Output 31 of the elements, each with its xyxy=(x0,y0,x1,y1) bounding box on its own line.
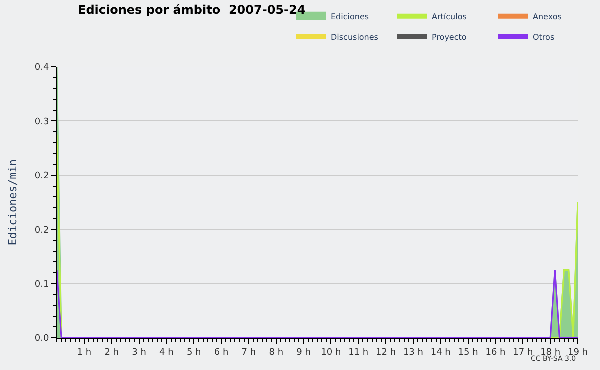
x-tick-label: 13 h xyxy=(403,348,424,358)
x-tick-label: 1 h xyxy=(77,348,92,358)
x-tick-label: 7 h xyxy=(242,348,256,358)
x-tick-label: 4 h xyxy=(160,348,174,358)
legend-label: Ediciones xyxy=(331,12,370,22)
y-tick-label: 0.2 xyxy=(34,172,50,182)
x-tick-label: 15 h xyxy=(458,348,478,358)
y-axis-title: Ediciones/min xyxy=(6,159,20,246)
y-tick-label: 0.3 xyxy=(34,117,50,128)
legend-label: Anexos xyxy=(533,12,562,22)
y-tick-label: 0.1 xyxy=(34,280,50,290)
x-tick-label: 9 h xyxy=(296,348,311,358)
legend-label: Proyecto xyxy=(432,32,467,42)
x-tick-label: 11 h xyxy=(348,348,369,358)
legend-label: Otros xyxy=(533,32,555,42)
x-tick-label: 10 h xyxy=(321,348,342,358)
legend-label: Artículos xyxy=(432,12,467,22)
y-tick-label: 0.4 xyxy=(34,63,50,74)
x-tick-label: 14 h xyxy=(430,348,451,358)
chart-title: Ediciones por ámbito 2007-05-24 xyxy=(78,2,306,17)
x-tick-label: 6 h xyxy=(214,348,229,358)
x-tick-label: 17 h xyxy=(513,348,534,358)
x-tick-label: 16 h xyxy=(486,348,506,358)
x-tick-label: 3 h xyxy=(132,348,146,358)
legend-label: Discusiones xyxy=(331,32,378,42)
y-tick-label: 0.0 xyxy=(34,334,50,344)
x-tick-label: 5 h xyxy=(186,348,202,358)
y-tick-label: 0.2 xyxy=(34,226,50,236)
x-tick-label: 12 h xyxy=(376,348,396,358)
x-tick-label: 8 h xyxy=(269,348,284,358)
x-tick-label: 2 h xyxy=(104,348,119,358)
